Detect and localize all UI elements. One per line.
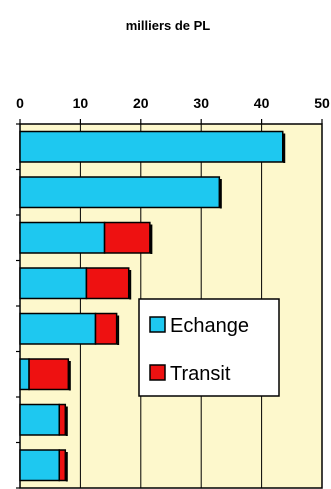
bar-transit <box>28 358 70 391</box>
chart-title: milliers de PL <box>126 18 211 33</box>
legend-label-echange: Echange <box>170 315 249 337</box>
bar-echange <box>19 403 61 436</box>
bar-echange <box>19 358 30 391</box>
bar-transit <box>94 312 118 345</box>
x-tick-label: 0 <box>16 95 24 111</box>
x-tick-label: 50 <box>314 95 330 111</box>
bar-echange <box>19 221 106 254</box>
x-tick-label: 30 <box>193 95 209 111</box>
bar-echange <box>19 130 284 163</box>
bar-echange <box>19 176 221 209</box>
bar-transit <box>85 267 130 300</box>
x-tick-label: 20 <box>133 95 149 111</box>
bar-echange <box>19 312 97 345</box>
x-tick-label: 40 <box>254 95 270 111</box>
legend-label-transit: Transit <box>170 363 231 385</box>
legend-swatch-transit <box>149 364 166 381</box>
bars <box>19 130 286 482</box>
bar-transit <box>103 221 151 254</box>
legend-swatch-echange <box>149 316 166 333</box>
legend: Echange Transit <box>138 298 280 397</box>
bar-echange <box>19 449 61 482</box>
bar-transit <box>58 449 67 482</box>
x-tick-label: 10 <box>73 95 89 111</box>
bar-echange <box>19 267 88 300</box>
bar-transit <box>58 403 67 436</box>
x-axis: 0 10 20 30 40 50 <box>16 95 330 489</box>
